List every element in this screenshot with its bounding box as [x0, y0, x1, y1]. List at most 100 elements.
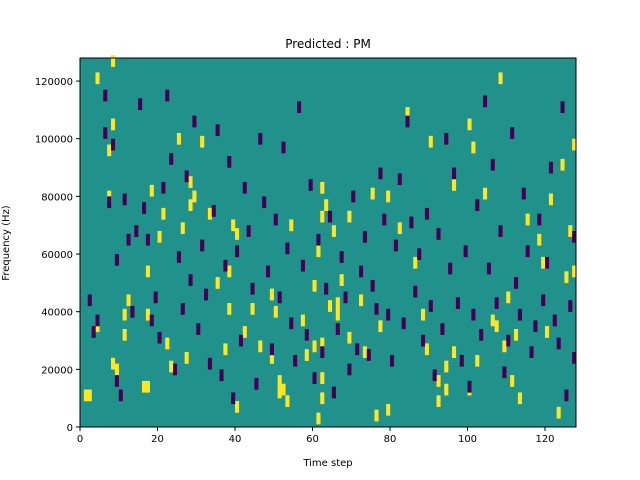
- heatmap-cell-high: [560, 158, 565, 171]
- heatmap-cell-low: [304, 328, 309, 341]
- heatmap-cell-high: [436, 375, 441, 387]
- x-axis-label: Time step: [302, 458, 352, 469]
- heatmap-cell-high: [145, 380, 150, 393]
- y-tick-label: 120000: [35, 77, 73, 88]
- heatmap-cell-low: [107, 196, 112, 209]
- heatmap-cell-high: [347, 210, 352, 223]
- heatmap-cell-high: [145, 265, 150, 278]
- heatmap-cell-low: [138, 98, 143, 111]
- heatmap-cell-high: [452, 179, 457, 191]
- heatmap-cell-low: [494, 297, 499, 309]
- heatmap-cell-low: [432, 369, 437, 382]
- heatmap-cell-high: [157, 230, 162, 243]
- heatmap-cell-low: [142, 202, 147, 214]
- heatmap-cell-high: [207, 207, 212, 220]
- heatmap-cell-high: [95, 72, 100, 85]
- heatmap-cell-low: [417, 248, 422, 260]
- heatmap-cell-high: [517, 392, 522, 405]
- heatmap-cell-low: [459, 354, 464, 367]
- heatmap-cell-low: [359, 265, 364, 278]
- heatmap-cell-low: [111, 138, 116, 151]
- heatmap-cell-low: [421, 334, 426, 347]
- heatmap-cell-high: [374, 409, 379, 422]
- heatmap-cell-low: [502, 366, 507, 379]
- y-axis-label: Frequency (Hz): [1, 205, 12, 281]
- heatmap-cell-high: [273, 305, 278, 318]
- heatmap-cell-low: [95, 314, 100, 327]
- heatmap-cell-high: [386, 190, 391, 203]
- heatmap-cell-low: [161, 181, 166, 194]
- heatmap-cell-high: [556, 406, 561, 419]
- heatmap-cell-high: [498, 72, 503, 85]
- heatmap-cell-high: [467, 118, 472, 131]
- heatmap-cell-low: [219, 369, 224, 382]
- y-axis: 0 20000 40000 60000 80000 100000 120000: [35, 77, 80, 434]
- heatmap-cell-low: [312, 372, 317, 384]
- heatmap-cell-low: [103, 127, 108, 139]
- heatmap-cell-high: [362, 346, 367, 359]
- heatmap-cell-high: [339, 274, 344, 286]
- heatmap-cell-low: [262, 196, 267, 209]
- heatmap-cell-low: [506, 334, 511, 347]
- heatmap-cell-low: [351, 190, 356, 203]
- heatmap-cell-high: [149, 184, 154, 197]
- heatmap-cell-high: [525, 213, 530, 226]
- heatmap-cell-high: [200, 135, 205, 148]
- heatmap-cell-high: [506, 291, 511, 304]
- heatmap-cell-low: [293, 354, 298, 367]
- heatmap-plot-area: [79, 55, 577, 428]
- heatmap-cell-high: [359, 294, 364, 307]
- heatmap-cell-low: [529, 346, 534, 359]
- heatmap-cell-low: [355, 343, 360, 356]
- heatmap-cell-high: [235, 401, 240, 413]
- heatmap-cell-high: [169, 360, 174, 373]
- heatmap-cell-low: [397, 173, 402, 186]
- heatmap-cell-low: [277, 291, 282, 304]
- heatmap-cell-high: [227, 303, 232, 315]
- heatmap-cell-low: [510, 127, 515, 139]
- heatmap-cell-low: [467, 380, 472, 393]
- heatmap-cell-low: [455, 297, 460, 309]
- heatmap-cell-low: [223, 259, 228, 272]
- y-tick-label: 100000: [35, 135, 73, 146]
- heatmap-cell-low: [572, 230, 577, 243]
- y-tick-label: 60000: [41, 250, 73, 261]
- heatmap-cell-low: [463, 245, 468, 258]
- heatmap-cell-high: [111, 55, 116, 67]
- heatmap-cell-low: [180, 303, 185, 315]
- heatmap-cell-low: [320, 346, 325, 359]
- heatmap-cell-high: [107, 144, 112, 157]
- heatmap-cell-low: [382, 213, 387, 226]
- heatmap-cell-low: [483, 95, 488, 108]
- heatmap-cell-high: [328, 300, 333, 312]
- heatmap-cell-low: [413, 285, 418, 298]
- heatmap-cell-low: [196, 323, 201, 335]
- heatmap-cell-high: [300, 314, 305, 327]
- heatmap-cell-high: [331, 225, 336, 237]
- heatmap-cell-high: [277, 375, 282, 387]
- heatmap-cell-low: [370, 279, 375, 292]
- heatmap-cell-high: [176, 132, 181, 145]
- heatmap-cell-high: [475, 354, 480, 367]
- y-tick-label: 40000: [41, 308, 73, 319]
- heatmap-cell-low: [200, 239, 205, 252]
- heatmap-cell-high: [572, 265, 577, 278]
- heatmap-cell-low: [316, 233, 321, 246]
- heatmap-cell-high: [161, 207, 166, 220]
- heatmap-cell-low: [246, 225, 251, 237]
- heatmap-cell-low: [556, 337, 561, 350]
- x-tick-label: 100: [458, 434, 477, 445]
- heatmap-cell-high: [421, 308, 426, 321]
- heatmap-cell-low: [308, 179, 313, 191]
- heatmap-cell-high: [405, 107, 410, 119]
- heatmap-cell-high: [165, 337, 170, 350]
- heatmap-cell-low: [324, 282, 329, 295]
- heatmap-cell-high: [114, 363, 119, 376]
- heatmap-cell-low: [285, 242, 290, 255]
- chart-title: Predicted : PM: [285, 37, 371, 51]
- heatmap-cell-low: [134, 225, 139, 237]
- heatmap-cell-high: [510, 375, 515, 387]
- heatmap-cell-low: [471, 308, 476, 321]
- y-tick-label: 80000: [41, 192, 73, 203]
- heatmap-cell-high: [235, 228, 240, 240]
